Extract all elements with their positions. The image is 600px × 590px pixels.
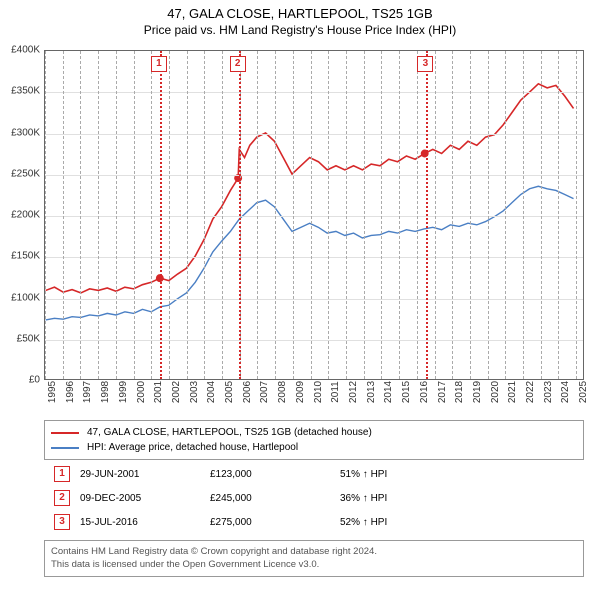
- x-tick-label: 2015: [401, 381, 412, 403]
- sale-price: £275,000: [210, 517, 340, 528]
- x-tick-label: 2000: [136, 381, 147, 403]
- sale-delta: 36% ↑ HPI: [340, 493, 470, 504]
- x-tick-label: 2017: [437, 381, 448, 403]
- chart-svg: [45, 51, 583, 379]
- chart-title: 47, GALA CLOSE, HARTLEPOOL, TS25 1GB: [0, 6, 600, 21]
- sale-price: £123,000: [210, 469, 340, 480]
- x-tick-label: 2011: [330, 381, 341, 403]
- sale-delta: 52% ↑ HPI: [340, 517, 470, 528]
- y-tick-label: £200K: [4, 210, 40, 221]
- sale-date: 29-JUN-2001: [80, 469, 210, 480]
- x-tick-label: 2009: [295, 381, 306, 403]
- y-tick-label: £100K: [4, 292, 40, 303]
- legend-row: 47, GALA CLOSE, HARTLEPOOL, TS25 1GB (de…: [51, 425, 577, 440]
- chart-plot-area: [44, 50, 584, 380]
- x-tick-label: 1996: [65, 381, 76, 403]
- x-tick-label: 2014: [383, 381, 394, 403]
- x-tick-label: 1998: [100, 381, 111, 403]
- x-tick-label: 2008: [277, 381, 288, 403]
- chart-subtitle: Price paid vs. HM Land Registry's House …: [0, 23, 600, 37]
- y-tick-label: £250K: [4, 168, 40, 179]
- y-tick-label: £150K: [4, 251, 40, 262]
- sales-table: 1 29-JUN-2001 £123,000 51% ↑ HPI 2 09-DE…: [44, 462, 584, 534]
- legend-line-0: [51, 432, 79, 434]
- legend-line-1: [51, 447, 79, 449]
- x-tick-label: 2019: [472, 381, 483, 403]
- x-tick-label: 2012: [348, 381, 359, 403]
- legend-label-1: HPI: Average price, detached house, Hart…: [87, 442, 298, 453]
- y-tick-label: £0: [4, 375, 40, 386]
- sale-delta: 51% ↑ HPI: [340, 469, 470, 480]
- x-tick-label: 2010: [313, 381, 324, 403]
- sale-marker-2: 2: [54, 490, 70, 506]
- table-row: 2 09-DEC-2005 £245,000 36% ↑ HPI: [44, 486, 584, 510]
- y-tick-label: £400K: [4, 45, 40, 56]
- legend-label-0: 47, GALA CLOSE, HARTLEPOOL, TS25 1GB (de…: [87, 427, 372, 438]
- y-tick-label: £300K: [4, 127, 40, 138]
- x-tick-label: 2016: [419, 381, 430, 403]
- chart-marker-1: 1: [151, 56, 167, 72]
- footer-line-2: This data is licensed under the Open Gov…: [51, 558, 577, 571]
- sale-date: 15-JUL-2016: [80, 517, 210, 528]
- y-tick-label: £50K: [4, 333, 40, 344]
- x-tick-label: 1997: [82, 381, 93, 403]
- x-tick-label: 2002: [171, 381, 182, 403]
- x-tick-label: 2023: [543, 381, 554, 403]
- x-tick-label: 2007: [259, 381, 270, 403]
- sale-price: £245,000: [210, 493, 340, 504]
- x-tick-label: 2018: [454, 381, 465, 403]
- y-tick-label: £350K: [4, 86, 40, 97]
- x-tick-label: 2021: [507, 381, 518, 403]
- footer-box: Contains HM Land Registry data © Crown c…: [44, 540, 584, 577]
- x-tick-label: 2022: [525, 381, 536, 403]
- x-tick-label: 2020: [490, 381, 501, 403]
- table-row: 1 29-JUN-2001 £123,000 51% ↑ HPI: [44, 462, 584, 486]
- x-tick-label: 2003: [189, 381, 200, 403]
- table-row: 3 15-JUL-2016 £275,000 52% ↑ HPI: [44, 510, 584, 534]
- legend-row: HPI: Average price, detached house, Hart…: [51, 440, 577, 455]
- x-tick-label: 2013: [366, 381, 377, 403]
- x-tick-label: 2006: [242, 381, 253, 403]
- x-tick-label: 2004: [206, 381, 217, 403]
- x-tick-label: 2025: [578, 381, 589, 403]
- chart-marker-3: 3: [417, 56, 433, 72]
- x-tick-label: 1999: [118, 381, 129, 403]
- footer-line-1: Contains HM Land Registry data © Crown c…: [51, 545, 577, 558]
- x-tick-label: 2001: [153, 381, 164, 403]
- sale-date: 09-DEC-2005: [80, 493, 210, 504]
- x-tick-label: 2005: [224, 381, 235, 403]
- legend-box: 47, GALA CLOSE, HARTLEPOOL, TS25 1GB (de…: [44, 420, 584, 460]
- x-tick-label: 1995: [47, 381, 58, 403]
- x-tick-label: 2024: [560, 381, 571, 403]
- sale-marker-3: 3: [54, 514, 70, 530]
- chart-marker-2: 2: [230, 56, 246, 72]
- sale-marker-1: 1: [54, 466, 70, 482]
